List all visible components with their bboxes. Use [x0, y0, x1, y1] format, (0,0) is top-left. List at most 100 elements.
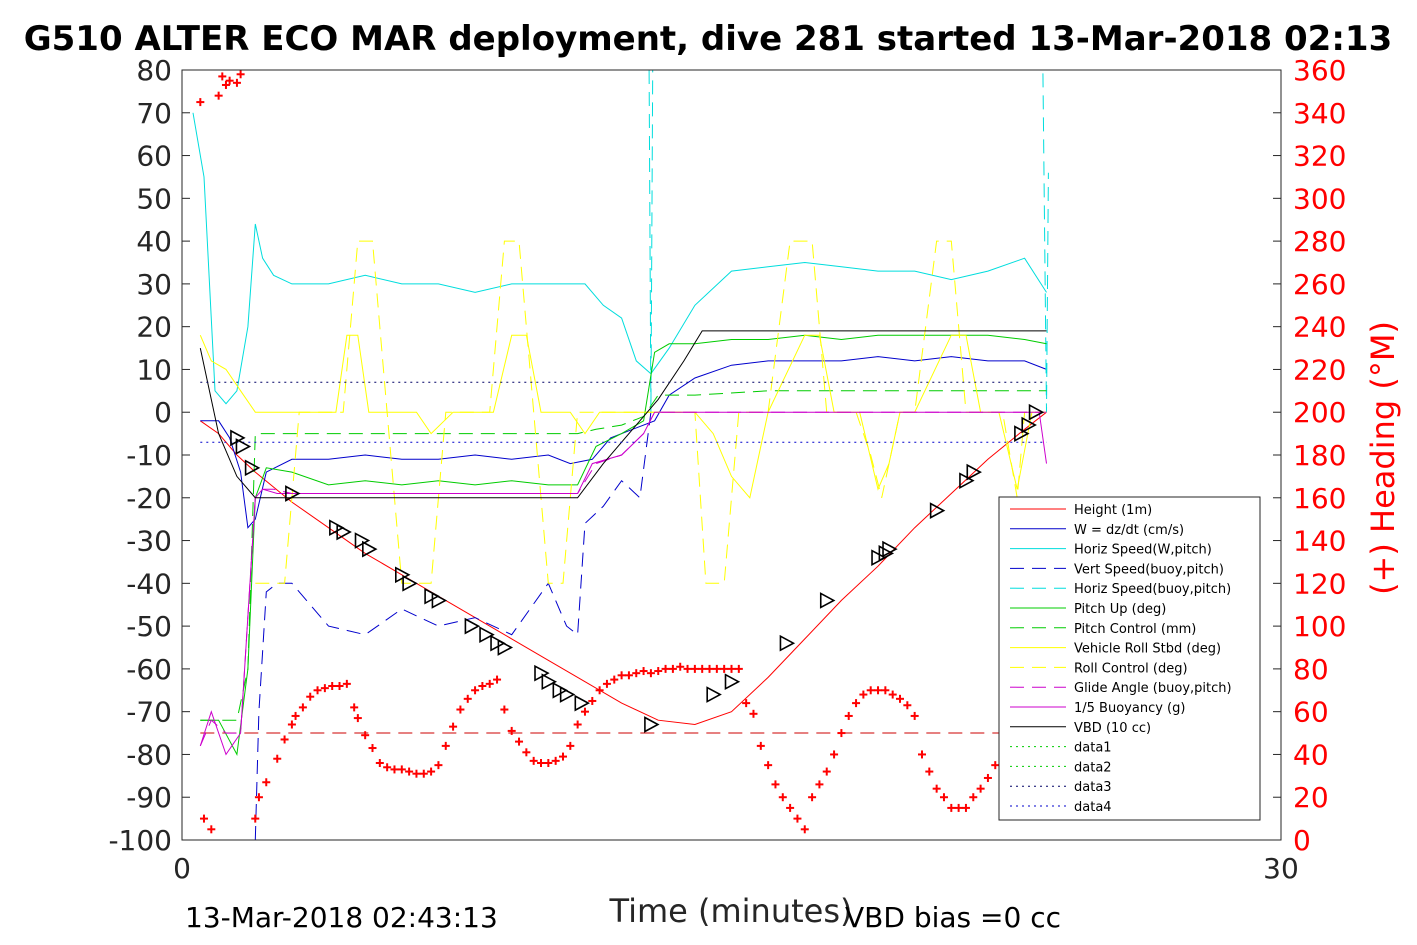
heading-point	[683, 664, 692, 673]
heading-point	[280, 735, 289, 744]
heading-point	[199, 814, 208, 823]
heading-point	[566, 741, 575, 750]
footer-timestamp: 13-Mar-2018 02:43:13	[185, 901, 498, 934]
right-y-tick-label: 140	[1293, 525, 1346, 558]
heading-point	[273, 754, 282, 763]
series-line-4	[648, 69, 1049, 413]
heading-point	[529, 756, 538, 765]
height-marker	[819, 592, 836, 609]
heading-point	[632, 669, 641, 678]
y-tick-label: -50	[126, 610, 172, 643]
chart-title: G510 ALTER ECO MAR deployment, dive 281 …	[24, 19, 1393, 59]
heading-point	[522, 748, 531, 757]
height-marker-layer	[230, 403, 1045, 733]
legend-label: VBD (10 cc)	[1074, 721, 1151, 736]
heading-point	[558, 752, 567, 761]
heading-point	[298, 703, 307, 712]
legend-label: Pitch Up (deg)	[1074, 602, 1166, 617]
heading-point	[668, 664, 677, 673]
legend-label: data3	[1074, 780, 1112, 795]
legend-label: W = dz/dt (cm/s)	[1074, 523, 1184, 538]
x-tick-label: 0	[173, 852, 191, 885]
heading-point	[917, 750, 926, 759]
heading-point	[390, 765, 399, 774]
heading-point	[218, 72, 227, 81]
heading-point	[654, 667, 663, 676]
height-marker	[329, 519, 345, 537]
heading-point	[405, 767, 414, 776]
heading-point	[328, 682, 337, 690]
right-y-tick-label: 160	[1293, 482, 1346, 515]
series-line-6	[200, 390, 1047, 721]
legend-label: data2	[1074, 760, 1112, 775]
heading-point	[976, 784, 985, 793]
height-marker	[552, 681, 569, 699]
heading-point	[698, 664, 707, 673]
heading-point	[925, 767, 934, 776]
series-line-5	[200, 334, 1047, 757]
heading-point	[844, 711, 853, 720]
heading-point	[602, 679, 611, 688]
height-marker	[431, 592, 448, 609]
heading-point	[646, 669, 655, 678]
heading-point	[690, 664, 699, 673]
heading-point	[342, 679, 351, 688]
right-y-tick-label: 180	[1293, 439, 1346, 472]
heading-point	[397, 765, 406, 774]
heading-point	[808, 793, 817, 802]
heading-point	[932, 784, 941, 793]
heading-point	[262, 778, 271, 787]
heading-point	[705, 664, 714, 673]
heading-point	[881, 686, 890, 695]
height-marker	[336, 523, 352, 541]
height-marker	[644, 716, 660, 733]
series-line-1	[200, 356, 1047, 529]
legend: Height (1m) W = dz/dt (cm/s) Horiz Speed(W…	[998, 496, 1261, 821]
right-y-tick-label: 220	[1293, 353, 1346, 386]
height-marker	[882, 540, 898, 558]
height-marker	[724, 673, 741, 691]
heading-point	[727, 664, 736, 673]
height-marker	[424, 587, 440, 605]
height-marker	[402, 574, 418, 592]
legend-label: 1/5 Buoyancy (g)	[1074, 701, 1185, 716]
heading-point	[207, 825, 216, 834]
right-y-tick-label: 320	[1293, 140, 1346, 173]
heading-point	[434, 761, 443, 770]
legend-label: Horiz Speed(W,pitch)	[1074, 543, 1212, 558]
heading-point	[939, 793, 948, 802]
heading-point	[493, 675, 502, 684]
legend-label: data1	[1074, 741, 1112, 756]
right-y-axis: 3603403203002802602402202001801601401201…	[1273, 54, 1346, 857]
heading-point	[778, 793, 787, 802]
height-marker	[929, 502, 946, 519]
height-marker	[354, 532, 371, 549]
height-marker	[706, 686, 722, 703]
heading-point	[313, 686, 322, 695]
height-marker	[574, 694, 590, 712]
heading-point	[624, 671, 633, 680]
heading-point	[236, 70, 245, 79]
heading-point	[588, 696, 597, 705]
heading-point	[287, 720, 296, 729]
height-marker	[878, 545, 895, 562]
y-tick-label: 10	[136, 353, 172, 386]
heading-point	[441, 741, 450, 750]
legend-box	[998, 496, 1261, 821]
y-tick-label: -40	[126, 567, 172, 600]
heading-point	[991, 761, 1000, 770]
heading-point	[852, 699, 861, 708]
heading-point	[225, 76, 234, 85]
height-marker	[362, 540, 378, 558]
legend-label: Horiz Speed(buoy,pitch)	[1074, 582, 1231, 597]
heading-point	[830, 750, 839, 759]
right-y-axis-label: (+) Heading (°M)	[1364, 321, 1402, 595]
heading-point	[793, 814, 802, 823]
heading-point	[232, 78, 241, 87]
y-tick-label: 70	[136, 97, 172, 130]
right-y-tick-label: 0	[1293, 824, 1311, 857]
y-tick-label: 0	[154, 396, 172, 429]
y-tick-label: -30	[126, 525, 172, 558]
series-line-3	[254, 412, 652, 841]
